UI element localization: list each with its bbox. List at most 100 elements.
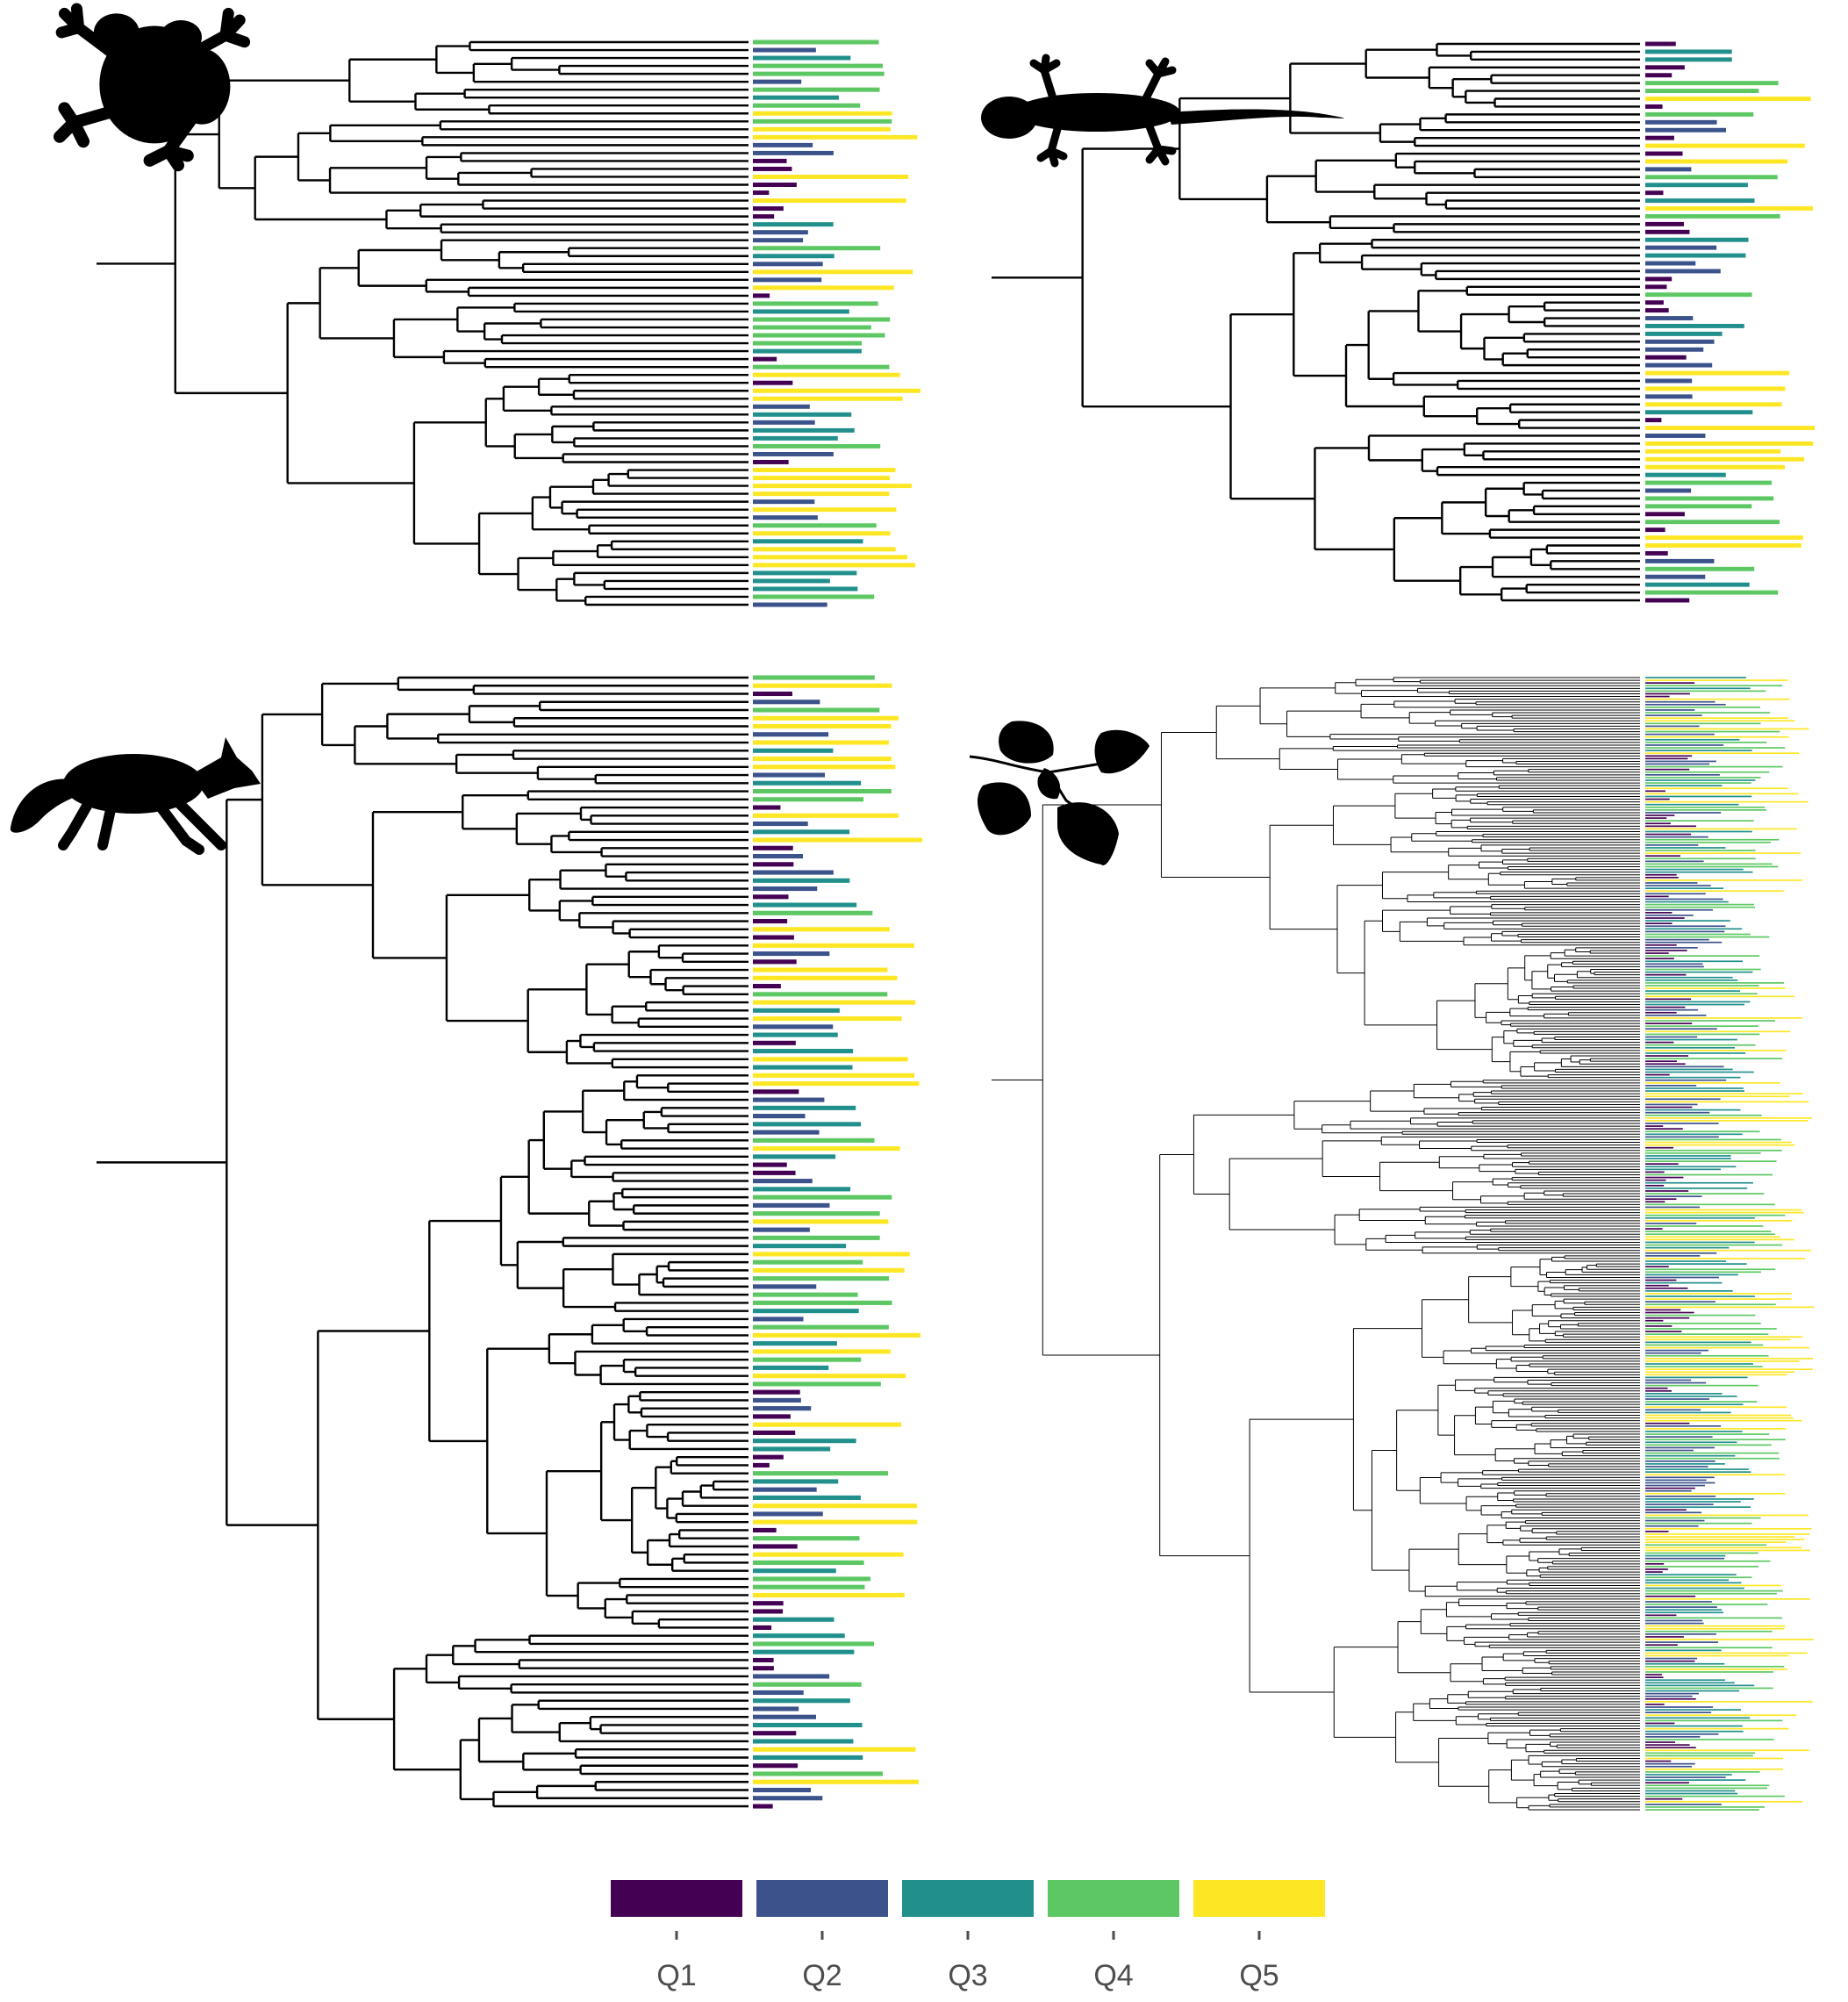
trait-bar [1645,488,1692,493]
trait-bar [753,910,873,915]
trait-bar [753,1804,773,1809]
trait-bar [1645,598,1690,603]
trait-bar [1645,1087,1744,1089]
trait-bar [1645,1125,1664,1127]
trait-bar [753,515,818,520]
trait-bar [1645,860,1704,863]
trait-bar [753,788,892,794]
trait-bar [753,1544,798,1549]
trait-bar [1645,1747,1696,1749]
trait-bar [753,435,838,441]
trait-bar [753,1674,830,1679]
trait-bar [1645,574,1706,579]
trait-bar [753,748,834,753]
trait-bar [1645,1223,1697,1224]
trait-bar [753,1771,883,1776]
trait-bar [1645,822,1671,825]
trait-bar [1645,1111,1710,1114]
trait-bar [1645,890,1785,893]
trait-bar [753,71,885,76]
trait-bar [1645,798,1670,800]
trait-bar [753,262,823,267]
trait-bar [1645,308,1669,313]
legend-swatch-q2: Q2 [756,1880,888,1992]
trait-bar [1645,496,1774,501]
trait-bar [1645,49,1732,54]
trait-bar [753,1162,787,1167]
trait-bar [1645,1584,1781,1587]
trait-bar [1645,1298,1792,1300]
trait-bar [753,158,787,163]
trait-bar [1645,995,1794,998]
trait-bar [753,1422,902,1427]
trait-bar [753,1211,880,1216]
trait-bar [1645,1079,1727,1081]
trait-bar [1645,1366,1763,1367]
trait-bar [1645,1654,1789,1657]
trait-bar [753,126,891,132]
trait-bar [1645,1417,1794,1419]
trait-bar [753,1202,830,1208]
trait-bar [1645,1281,1723,1284]
fox-panel [10,675,922,1809]
trait-bar [753,1682,862,1687]
trait-bar [1645,1733,1719,1735]
trait-bar [1645,1274,1738,1276]
trait-bar [1645,253,1746,258]
trait-bar [753,103,861,108]
trait-bar [753,269,913,275]
trait-bar [1645,1133,1743,1136]
trait-bar [1645,1063,1686,1066]
trait-bar [753,1365,829,1370]
trait-bar [1645,1071,1754,1073]
trait-bar [1645,790,1665,793]
trait-bar [1645,912,1673,914]
trait-bar [1645,386,1786,391]
trait-bar [753,1195,892,1200]
trait-bar [1645,1779,1746,1781]
trait-bar [1645,1368,1813,1371]
trait-bar [753,1179,813,1184]
trait-bar [753,1779,919,1784]
trait-bar [1645,1760,1672,1762]
trait-bar [1645,1633,1716,1635]
trait-bar [1645,1422,1690,1424]
trait-bar [1645,89,1759,94]
trait-bar [753,1187,851,1192]
trait-bar [753,700,820,705]
trait-bar [1645,720,1795,722]
trait-bar [1645,1641,1719,1643]
trait-bar [753,1024,834,1030]
trait-bar [1645,809,1767,811]
trait-bar [1645,1158,1731,1159]
trait-bar [753,1471,889,1476]
trait-bar [753,837,922,843]
trait-bar [1645,1090,1745,1092]
trait-bar [753,39,879,45]
trait-bar [1645,1782,1689,1784]
trait-bar [1645,1214,1786,1216]
trait-bar [1645,1409,1701,1411]
trait-bar [1645,1630,1773,1632]
trait-bar [753,1787,812,1793]
trait-bar [1645,690,1766,692]
trait-bar [1645,1146,1674,1149]
trait-bar [1645,261,1696,266]
legend-label-q3: Q3 [948,1959,987,1992]
trait-bar [1645,1166,1737,1168]
legend-swatch-q1: Q1 [611,1880,742,1992]
trait-bar [1645,41,1676,47]
trait-bar [1645,1514,1809,1517]
trait-bar [1645,1414,1791,1417]
trait-bar [1645,1046,1736,1049]
trait-bar [1645,768,1690,771]
frog-icon [53,3,251,172]
trait-bar [753,992,888,997]
trait-bar [753,348,862,354]
trait-bar [753,1081,920,1087]
trait-bar [1645,703,1726,706]
trait-bar [1645,742,1767,743]
trait-bar [1645,1319,1664,1322]
trait-bar [753,1235,880,1240]
